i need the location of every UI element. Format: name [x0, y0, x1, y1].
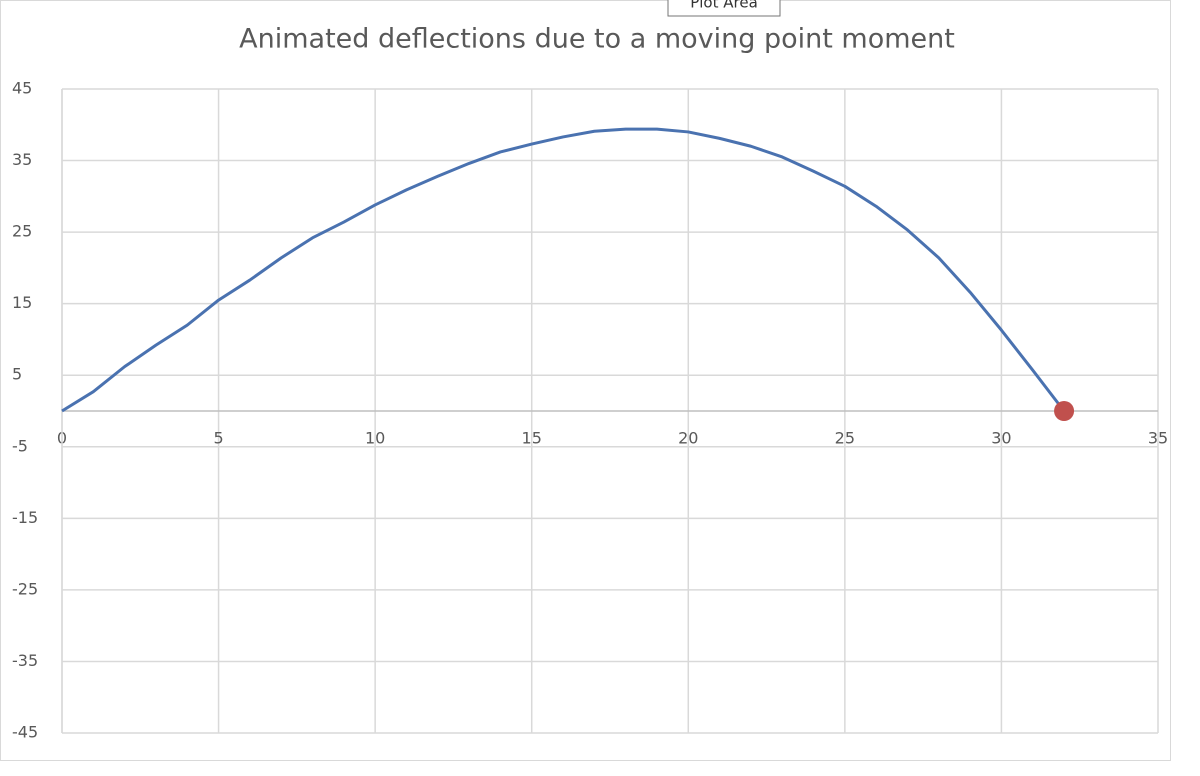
y-tick-label: 15 [12, 293, 32, 312]
x-tick-label: 5 [213, 429, 223, 448]
x-tick-label: 30 [991, 429, 1011, 448]
y-tick-label: -35 [12, 651, 38, 670]
y-tick-label: 5 [12, 365, 22, 384]
data-point [1054, 401, 1075, 421]
x-tick-label: 35 [1148, 429, 1168, 448]
data-line [61, 127, 1066, 413]
y-tick-label: -5 [12, 436, 28, 455]
y-tick-label: -25 [12, 579, 38, 598]
y-tick-label: -15 [12, 508, 38, 527]
y-tick-label: 25 [12, 222, 32, 241]
chart-title: Animated deflections due to a moving poi… [239, 24, 955, 55]
chart-area [0, 0, 1171, 761]
y-tick-label: 45 [12, 79, 32, 98]
tooltip: Plot Area [690, 0, 758, 12]
x-tick-label: 15 [522, 429, 542, 448]
x-tick-label: 20 [678, 429, 698, 448]
x-tick-label: 25 [835, 429, 855, 448]
tooltip-box [667, 0, 781, 17]
y-tick-label: 35 [12, 150, 32, 169]
y-tick-label: -45 [12, 723, 38, 742]
x-tick-label: 10 [365, 429, 385, 448]
